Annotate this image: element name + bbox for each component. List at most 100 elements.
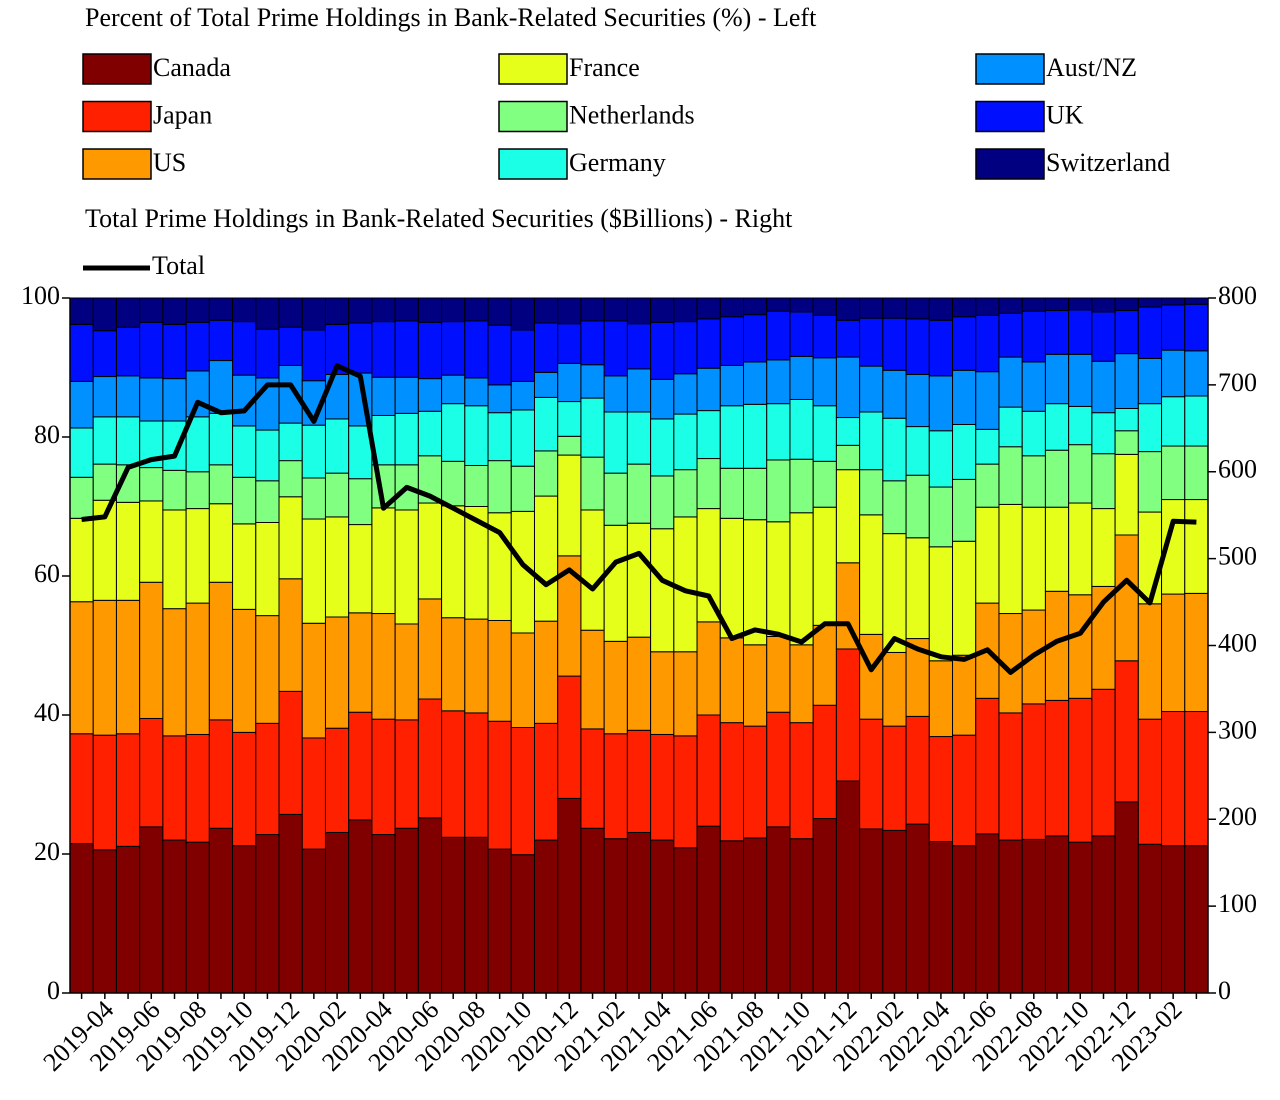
bar-segment bbox=[835, 469, 861, 564]
bar-segment bbox=[464, 618, 489, 714]
bar-segment bbox=[69, 427, 94, 478]
bar-segment bbox=[905, 823, 930, 994]
bar-segment bbox=[1184, 592, 1209, 713]
bar-segment bbox=[719, 722, 745, 842]
bar-segment bbox=[603, 733, 628, 840]
bar-segment bbox=[650, 651, 675, 735]
bar-segment bbox=[905, 474, 930, 539]
bar-segment bbox=[487, 848, 512, 994]
bar-segment bbox=[1091, 508, 1116, 587]
bar-segment bbox=[278, 297, 303, 328]
bar-segment bbox=[1068, 841, 1093, 994]
bar-segment bbox=[301, 518, 326, 624]
bar-segment bbox=[278, 690, 303, 815]
bar-segment bbox=[766, 297, 791, 312]
bar-segment bbox=[696, 621, 721, 716]
bar-segment bbox=[301, 297, 326, 331]
bar-segment bbox=[743, 519, 768, 646]
y2-tick-label: 500 bbox=[1218, 542, 1257, 571]
bar-segment bbox=[1091, 835, 1116, 994]
bar-segment bbox=[69, 733, 94, 845]
bar-segment bbox=[1091, 297, 1116, 313]
bar-segment bbox=[348, 612, 373, 713]
bar-segment bbox=[1044, 449, 1070, 508]
bar-segment bbox=[1114, 801, 1139, 994]
bar-segment bbox=[371, 297, 396, 323]
bar-segment bbox=[1137, 297, 1163, 308]
bar-segment bbox=[859, 469, 884, 516]
bar-segment bbox=[115, 375, 141, 418]
bar-segment bbox=[789, 644, 814, 724]
bar-segment bbox=[371, 834, 396, 994]
bar-segment bbox=[626, 463, 652, 524]
bar-segment bbox=[115, 326, 141, 377]
bar-segment bbox=[69, 297, 94, 325]
bar-segment bbox=[626, 368, 652, 413]
bar-segment bbox=[719, 297, 745, 318]
bar-segment bbox=[673, 735, 698, 849]
bar-segment bbox=[441, 505, 466, 619]
bar-segment bbox=[557, 297, 582, 325]
bar-segment bbox=[301, 477, 326, 520]
bar-segment bbox=[1137, 511, 1163, 605]
bar-segment bbox=[580, 456, 605, 511]
bar-segment bbox=[650, 297, 675, 323]
bar-segment bbox=[278, 422, 303, 462]
legend-swatch bbox=[498, 53, 568, 85]
bar-segment bbox=[1044, 297, 1070, 312]
bar-segment bbox=[371, 376, 396, 416]
bar-segment bbox=[208, 297, 234, 321]
bar-segment bbox=[952, 845, 977, 994]
bar-segment bbox=[766, 635, 791, 713]
bar-segment bbox=[650, 321, 675, 380]
bar-segment bbox=[441, 321, 466, 376]
bar-segment bbox=[487, 412, 512, 462]
bar-segment bbox=[533, 839, 559, 994]
bar-segment bbox=[789, 297, 814, 313]
bar-segment bbox=[533, 396, 559, 452]
bar-segment bbox=[928, 660, 954, 738]
bar-segment bbox=[185, 471, 210, 510]
bar-segment bbox=[1137, 306, 1163, 359]
bar-segment bbox=[696, 508, 721, 623]
legend-swatch bbox=[975, 100, 1045, 133]
legend-label: UK bbox=[1046, 100, 1084, 129]
legend-swatch bbox=[82, 53, 152, 85]
bar-segment bbox=[487, 619, 512, 722]
bar-segment bbox=[139, 717, 164, 828]
bar-segment bbox=[975, 833, 1000, 994]
bar-segment bbox=[417, 817, 443, 994]
bar-segment bbox=[1021, 838, 1046, 994]
bar-segment bbox=[1068, 502, 1093, 596]
bar-segment bbox=[278, 460, 303, 498]
bar-segment bbox=[1021, 361, 1046, 412]
bar-segment bbox=[417, 297, 443, 323]
bar-segment bbox=[92, 734, 117, 851]
bar-segment bbox=[162, 735, 187, 841]
bar-segment bbox=[719, 316, 745, 366]
bar-segment bbox=[92, 849, 117, 994]
bar-segment bbox=[394, 509, 419, 625]
legend-title: Total Prime Holdings in Bank-Related Sec… bbox=[85, 204, 793, 233]
bar-segment bbox=[928, 319, 954, 377]
legend-swatch bbox=[975, 148, 1045, 180]
bar-segment bbox=[510, 380, 535, 411]
bar-segment bbox=[603, 472, 628, 526]
bar-segment bbox=[487, 324, 512, 386]
bar-segment bbox=[789, 722, 814, 840]
bar-segment bbox=[696, 410, 721, 460]
bar-segment bbox=[208, 503, 234, 583]
bar-segment bbox=[1044, 403, 1070, 451]
bar-segment bbox=[441, 297, 466, 323]
bar-segment bbox=[603, 411, 628, 474]
bar-segment bbox=[557, 401, 582, 437]
bar-segment bbox=[1068, 309, 1093, 355]
bar-segment bbox=[441, 460, 466, 507]
bar-segment bbox=[1114, 353, 1139, 410]
bar-segment bbox=[1184, 445, 1209, 501]
bar-segment bbox=[1021, 310, 1046, 363]
legend-swatch bbox=[82, 148, 152, 180]
bar-segment bbox=[394, 412, 419, 466]
bar-segment bbox=[1114, 453, 1139, 536]
bar-segment bbox=[92, 599, 117, 736]
